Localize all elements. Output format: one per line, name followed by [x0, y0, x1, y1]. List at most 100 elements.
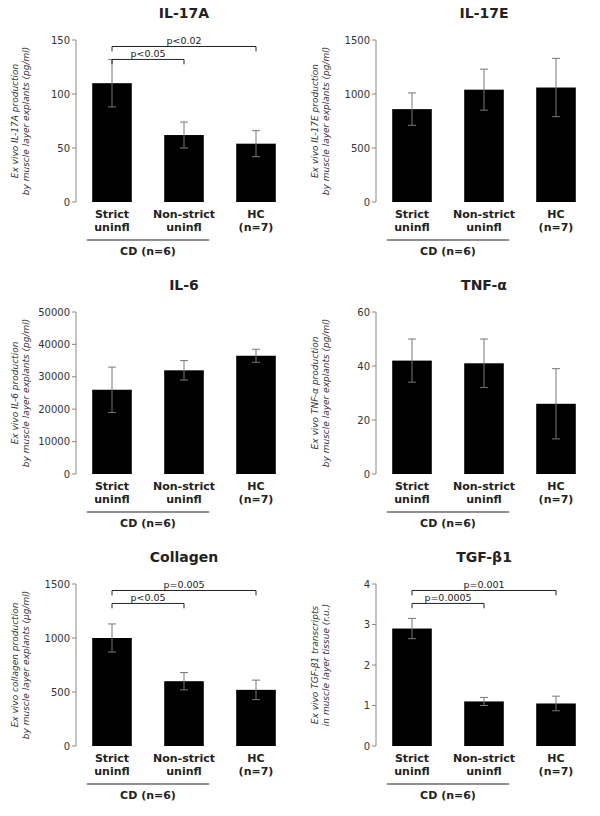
category-label: Non-strictuninfl	[453, 208, 515, 234]
y-axis-label: Ex vivo IL-6 productionby muscle layer e…	[10, 319, 31, 467]
y-tick-label: 500	[51, 687, 70, 698]
y-tick	[72, 409, 76, 410]
y-tick	[72, 638, 76, 639]
y-tick	[72, 584, 76, 585]
group-underline	[387, 240, 509, 241]
category-label-line: (n=7)	[239, 221, 274, 234]
category-label-line: Strict	[95, 208, 129, 221]
error-bar	[252, 680, 260, 699]
y-axis-label-line: in muscle layer tissue (r.u.)	[321, 604, 331, 726]
group-underline	[387, 512, 509, 513]
y-tick	[372, 202, 376, 203]
significance-bracket	[112, 59, 184, 64]
y-tick	[372, 665, 376, 666]
category-label-line: (n=7)	[539, 493, 574, 506]
y-tick	[372, 624, 376, 625]
category-label: Non-strictuninfl	[153, 208, 215, 234]
y-axis-label-line: Ex vivo IL-6 production	[10, 341, 20, 444]
category-label-line: uninfl	[466, 221, 501, 234]
y-tick-label: 0	[64, 741, 70, 752]
category-label-line: Non-strict	[453, 208, 515, 221]
category-label-line: uninfl	[94, 493, 129, 506]
error-bar	[480, 339, 488, 388]
group-underline	[387, 784, 509, 785]
category-label-line: HC	[547, 208, 564, 221]
group-label: CD (n=6)	[420, 517, 476, 530]
y-axis-label: Ex vivo collagen productionby muscle lay…	[10, 591, 31, 739]
y-tick	[372, 312, 376, 313]
category-label: Strictuninfl	[94, 480, 129, 506]
y-tick-label: 2	[364, 660, 370, 671]
y-tick	[372, 366, 376, 367]
y-axis-label-line: by muscle layer explants (pg/ml)	[21, 319, 31, 467]
y-axis-label-line: by muscle layer explants (pg/ml)	[321, 47, 331, 195]
marks	[392, 618, 576, 746]
y-axis-label: Ex vivo IL-17E productionby muscle layer…	[310, 47, 331, 195]
category-label: Strictuninfl	[394, 480, 429, 506]
y-tick	[72, 148, 76, 149]
y-axis-label-line: by muscle layer explants (pg/ml)	[21, 47, 31, 195]
category-label: Strictuninfl	[394, 752, 429, 778]
group-label: CD (n=6)	[120, 245, 176, 258]
significance-bracket	[112, 46, 256, 51]
panel: TNF-α0204060Ex vivo TNF-α productionby m…	[310, 277, 576, 530]
panel: IL-17A050100150Ex vivo IL-17A production…	[10, 5, 276, 258]
bar	[92, 638, 132, 746]
y-tick-label: 150	[51, 35, 70, 46]
error-bar	[108, 624, 116, 652]
y-tick	[372, 94, 376, 95]
category-label-line: (n=7)	[239, 765, 274, 778]
y-tick	[72, 312, 76, 313]
marks	[392, 58, 576, 202]
significance-label: p<0.05	[130, 592, 165, 603]
category-label: HC(n=7)	[539, 480, 574, 506]
error-bar	[180, 361, 188, 380]
significance-bracket	[412, 603, 484, 608]
y-axis-label-line: by muscle layer explants (pg/ml)	[321, 319, 331, 467]
y-tick-label: 1000	[345, 89, 370, 100]
error-bar	[552, 369, 560, 439]
y-tick	[72, 344, 76, 345]
y-tick-label: 0	[364, 197, 370, 208]
category-label-line: HC	[247, 480, 264, 493]
y-tick-label: 20000	[38, 404, 70, 415]
y-tick-label: 10000	[38, 436, 70, 447]
y-axis-line	[76, 312, 77, 474]
significance-label: p<0.05	[130, 48, 165, 59]
category-label: Strictuninfl	[94, 752, 129, 778]
y-tick-label: 0	[364, 469, 370, 480]
y-tick	[72, 746, 76, 747]
group-underline	[87, 240, 209, 241]
bar	[392, 629, 432, 746]
y-tick	[72, 40, 76, 41]
group-underline	[87, 512, 209, 513]
category-label-line: Strict	[395, 480, 429, 493]
y-tick-label: 0	[64, 469, 70, 480]
bar	[236, 356, 276, 474]
error-bar	[552, 58, 560, 116]
y-tick-label: 4	[364, 579, 370, 590]
category-label: HC(n=7)	[539, 208, 574, 234]
category-label: HC(n=7)	[239, 208, 274, 234]
panel: TGF-β101234Ex vivo TGF-β1 transcriptsin …	[310, 549, 576, 802]
y-tick	[72, 474, 76, 475]
group-label: CD (n=6)	[420, 245, 476, 258]
category-label: Non-strictuninfl	[153, 752, 215, 778]
category-label-line: uninfl	[166, 221, 201, 234]
bar	[164, 370, 204, 474]
y-axis-label-line: Ex vivo IL-17E production	[310, 64, 320, 178]
panel: Collagen050010001500Ex vivo collagen pro…	[10, 549, 276, 802]
panel: IL-601000020000300004000050000Ex vivo IL…	[10, 277, 276, 530]
y-tick	[372, 420, 376, 421]
category-label-line: HC	[547, 480, 564, 493]
y-tick	[372, 474, 376, 475]
y-tick	[72, 94, 76, 95]
category-label-line: HC	[247, 752, 264, 765]
category-label-line: (n=7)	[239, 493, 274, 506]
category-label-line: (n=7)	[539, 765, 574, 778]
panel-title: Collagen	[150, 549, 218, 565]
category-label-line: HC	[247, 208, 264, 221]
y-tick-label: 1500	[345, 35, 370, 46]
marks	[92, 349, 276, 474]
panel-title: IL-6	[169, 277, 199, 293]
